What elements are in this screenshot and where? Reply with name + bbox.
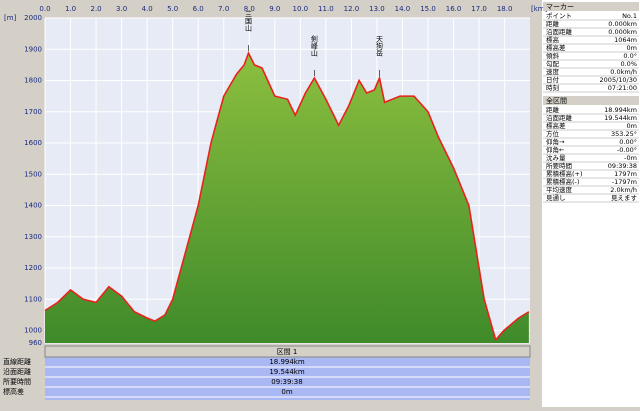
row-value: 2.0km/h bbox=[610, 186, 637, 194]
row-label: 仰角→ bbox=[546, 137, 565, 146]
x-tick-label: 5.0 bbox=[167, 5, 178, 13]
row-value: 19.544km bbox=[604, 114, 637, 122]
row-label: ポイント bbox=[546, 12, 572, 20]
row-label: 沿面距離 bbox=[546, 113, 573, 122]
row-value: No.1 bbox=[622, 12, 637, 20]
y-tick-label: 1700 bbox=[24, 108, 42, 116]
section-value: 19.544km bbox=[269, 368, 305, 376]
row-value: 0.000km bbox=[608, 20, 637, 28]
row-value: 0.0% bbox=[620, 60, 637, 68]
row-label: 距離 bbox=[546, 105, 560, 114]
x-tick-label: 4.0 bbox=[142, 5, 153, 13]
section-label: 沿面距離 bbox=[3, 367, 31, 376]
peak-label: 三国山 bbox=[245, 11, 253, 33]
row-value: 353.25° bbox=[611, 130, 637, 138]
section-value: 09:39:38 bbox=[271, 378, 302, 386]
x-tick-label: 13.0 bbox=[369, 5, 385, 13]
x-tick-label: 10.0 bbox=[293, 5, 309, 13]
row-value: 0m bbox=[627, 44, 637, 52]
row-label: 速度 bbox=[546, 67, 560, 76]
row-value: 2005/10/30 bbox=[600, 76, 637, 84]
peak-label: 剣峰山 bbox=[310, 36, 318, 58]
row-value: 0.0° bbox=[623, 52, 637, 60]
row-value: -0m bbox=[624, 154, 637, 162]
row-label: 沿面距離 bbox=[546, 27, 573, 36]
row-value: 09:39:38 bbox=[608, 162, 637, 170]
section-label: 標高差 bbox=[3, 387, 24, 396]
section-label: 直線距離 bbox=[3, 357, 31, 366]
y-tick-label: 1300 bbox=[24, 233, 42, 241]
row-value: 07:21:00 bbox=[608, 84, 637, 92]
x-tick-label: 6.0 bbox=[193, 5, 204, 13]
y-tick-label: 960 bbox=[29, 339, 42, 347]
x-unit: [km] bbox=[531, 5, 548, 13]
row-label: 標高差 bbox=[546, 121, 566, 130]
elevation-area bbox=[45, 53, 529, 343]
y-tick-label: 1800 bbox=[24, 77, 42, 85]
section-value: 18.994km bbox=[269, 358, 305, 366]
row-label: 沈み量 bbox=[546, 153, 566, 162]
row-label: 累積標高(-) bbox=[546, 177, 579, 186]
x-tick-label: 7.0 bbox=[218, 5, 229, 13]
x-tick-label: 0.0 bbox=[39, 5, 50, 13]
x-tick-label: 15.0 bbox=[420, 5, 436, 13]
panel-header bbox=[543, 96, 639, 105]
y-tick-label: 1900 bbox=[24, 45, 42, 53]
x-tick-label: 18.0 bbox=[497, 5, 513, 13]
elevation-line bbox=[44, 50, 530, 342]
row-label: 所要時間 bbox=[546, 161, 572, 170]
row-value: 0.00° bbox=[619, 138, 637, 146]
panel-header bbox=[543, 2, 639, 11]
row-label: 見通し bbox=[546, 193, 566, 202]
y-tick-label: 1600 bbox=[24, 139, 42, 147]
row-value: -1797m bbox=[612, 178, 637, 186]
x-tick-label: 16.0 bbox=[446, 5, 462, 13]
section-value: 0m bbox=[281, 388, 292, 396]
x-tick-label: 11.0 bbox=[318, 5, 334, 13]
row-label: 仰角← bbox=[546, 145, 565, 154]
x-tick-label: 12.0 bbox=[344, 5, 360, 13]
y-tick-label: 1000 bbox=[24, 327, 42, 335]
section-label: 所要時間 bbox=[3, 377, 31, 386]
y-tick-label: 1100 bbox=[24, 295, 42, 303]
row-value: 0.0km/h bbox=[610, 68, 637, 76]
x-tick-label: 8.0 bbox=[244, 5, 255, 13]
x-tick-label: 1.0 bbox=[65, 5, 76, 13]
x-tick-label: 9.0 bbox=[269, 5, 280, 13]
row-label: 標高 bbox=[546, 35, 560, 44]
y-tick-label: 2000 bbox=[24, 14, 42, 22]
row-label: 標高差 bbox=[546, 43, 566, 52]
row-value: 0m bbox=[627, 122, 637, 130]
peak-label: 天狗岳 bbox=[376, 36, 384, 57]
section-title: 区間 1 bbox=[277, 348, 298, 356]
y-tick-label: 1500 bbox=[24, 170, 42, 178]
section-header bbox=[44, 345, 531, 358]
x-tick-label: 3.0 bbox=[116, 5, 127, 13]
x-tick-label: 17.0 bbox=[471, 5, 487, 13]
y-tick-label: 1200 bbox=[24, 264, 42, 272]
row-value: 0.000km bbox=[608, 28, 637, 36]
row-value: 18.994km bbox=[604, 106, 637, 114]
row-value: 1797m bbox=[614, 170, 637, 178]
x-tick-label: 2.0 bbox=[90, 5, 101, 13]
row-label: 傾斜 bbox=[546, 51, 560, 60]
panel-title: マーカー bbox=[546, 3, 574, 11]
row-label: 距離 bbox=[546, 19, 560, 28]
row-label: 勾配 bbox=[546, 59, 560, 68]
row-label: 累積標高(+) bbox=[546, 169, 583, 178]
panel-title: 全区間 bbox=[546, 96, 567, 105]
row-label: 日付 bbox=[546, 75, 560, 84]
row-value: 見えます bbox=[611, 194, 638, 202]
row-label: 平均速度 bbox=[546, 185, 573, 194]
row-label: 方位 bbox=[546, 129, 560, 138]
y-tick-label: 1400 bbox=[24, 202, 42, 210]
row-value: -0.00° bbox=[617, 146, 637, 154]
row-value: 1064m bbox=[614, 36, 637, 44]
y-unit: [m] bbox=[4, 14, 17, 22]
row-label: 時刻 bbox=[546, 83, 559, 92]
x-tick-label: 14.0 bbox=[395, 5, 411, 13]
